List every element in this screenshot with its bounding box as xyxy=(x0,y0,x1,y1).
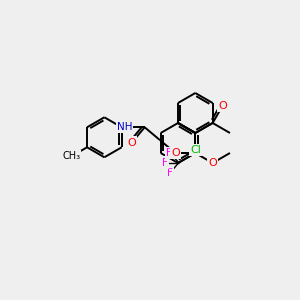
Text: O: O xyxy=(218,101,227,111)
Text: O: O xyxy=(171,148,180,158)
Text: O: O xyxy=(208,158,217,168)
Text: Cl: Cl xyxy=(190,145,201,155)
Text: F: F xyxy=(167,168,173,178)
Text: NH: NH xyxy=(117,122,132,132)
Text: O: O xyxy=(128,138,136,148)
Text: CH₃: CH₃ xyxy=(62,151,80,161)
Text: F: F xyxy=(166,148,172,158)
Text: F: F xyxy=(162,158,168,167)
